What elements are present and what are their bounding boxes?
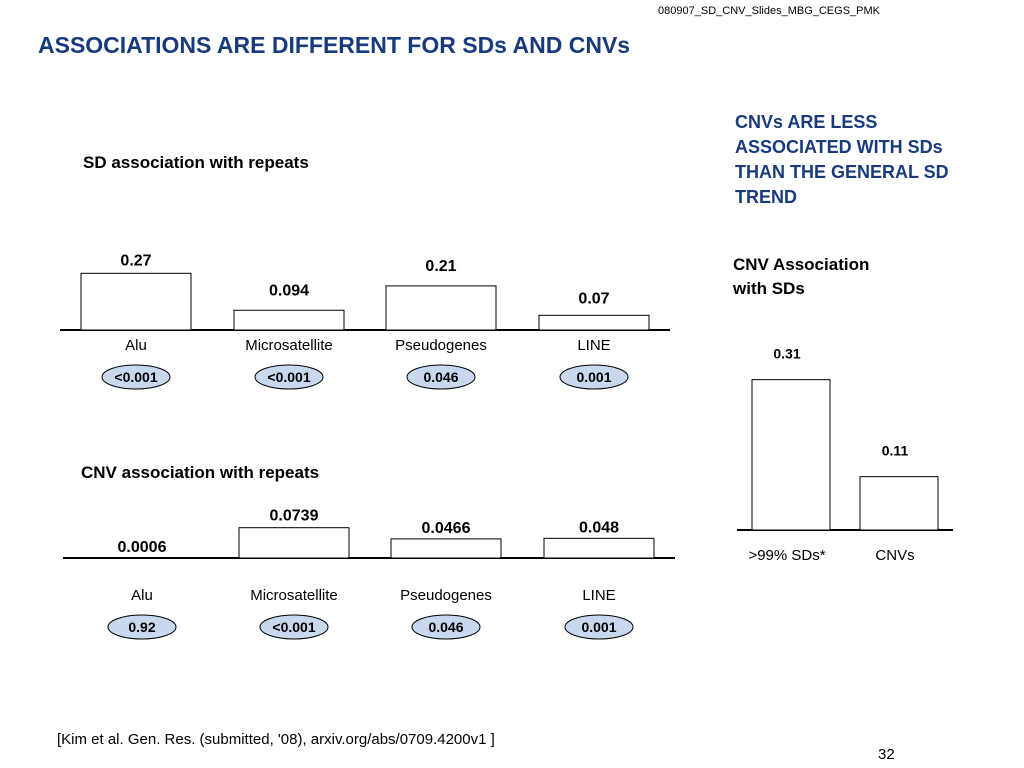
sd-cnv-chart: 0.31 >99% SDs* 0.11 CNVs	[737, 346, 953, 564]
pvalue-badge	[101, 364, 171, 390]
category-label: Pseudogenes	[400, 587, 492, 604]
bar	[390, 538, 502, 559]
page-number: 32	[878, 746, 895, 763]
category-label: Pseudogenes	[395, 337, 487, 354]
pvalue-badge	[107, 614, 177, 640]
bar-value-label: 0.11	[882, 443, 909, 459]
bar-value-label: 0.07	[578, 290, 609, 307]
bar	[233, 309, 345, 331]
bar	[385, 285, 497, 331]
category-label: Microsatellite	[250, 587, 338, 604]
pvalue-label: 0.046	[428, 619, 463, 635]
category-label: >99% SDs*	[748, 547, 825, 564]
bar-value-label: 0.21	[425, 258, 456, 275]
bar	[538, 314, 650, 331]
category-label: LINE	[582, 587, 615, 604]
bar	[80, 272, 192, 331]
category-label: LINE	[577, 337, 610, 354]
bar-value-label: 0.31	[773, 346, 800, 362]
cnv-chart-title: CNV association with repeats	[81, 463, 320, 482]
pvalue-label: 0.001	[581, 619, 616, 635]
pvalue-badge	[559, 364, 629, 390]
pvalue-label: <0.001	[272, 619, 315, 635]
bar	[751, 379, 831, 531]
category-label: CNVs	[875, 547, 914, 564]
sd-chart-title: SD association with repeats	[83, 153, 309, 172]
bar	[238, 527, 350, 559]
pvalue-label: 0.92	[128, 619, 155, 635]
sd-repeats-chart: 0.27 Alu <0.001 0.094 Microsatellite <0.001 0.…	[60, 252, 670, 390]
slide-title: ASSOCIATIONS ARE DIFFERENT FOR SDs AND C…	[38, 32, 631, 58]
category-label: Alu	[131, 587, 153, 604]
sd-cnv-chart-title: CNV Association with SDs	[733, 255, 870, 298]
category-label: Microsatellite	[245, 337, 333, 354]
bar-value-label: 0.27	[120, 252, 151, 269]
pvalue-label: 0.001	[576, 369, 611, 385]
pvalue-badge	[411, 614, 481, 640]
pvalue-label: <0.001	[114, 369, 157, 385]
pvalue-badge	[406, 364, 476, 390]
bar	[543, 537, 655, 559]
cnv-repeats-chart: 0.0006 Alu 0.92 0.0739 Microsatellite <0.001 0…	[63, 508, 675, 640]
bar	[86, 557, 198, 559]
pvalue-label: <0.001	[267, 369, 310, 385]
citation: [Kim et al. Gen. Res. (submitted, '08), …	[57, 731, 495, 748]
callout-note: CNVs ARE LESS ASSOCIATED WITH SDs THAN T…	[735, 112, 949, 207]
bar	[859, 476, 939, 531]
bar-value-label: 0.048	[579, 519, 619, 536]
pvalue-badge	[254, 364, 324, 390]
bar-value-label: 0.0739	[270, 508, 319, 525]
bar-value-label: 0.0006	[118, 539, 167, 556]
bar-value-label: 0.094	[269, 282, 309, 299]
pvalue-badge	[259, 614, 329, 640]
pvalue-badge	[564, 614, 634, 640]
category-label: Alu	[125, 337, 147, 354]
pvalue-label: 0.046	[423, 369, 458, 385]
document-id: 080907_SD_CNV_Slides_MBG_CEGS_PMK	[658, 5, 880, 17]
bar-value-label: 0.0466	[422, 520, 471, 537]
